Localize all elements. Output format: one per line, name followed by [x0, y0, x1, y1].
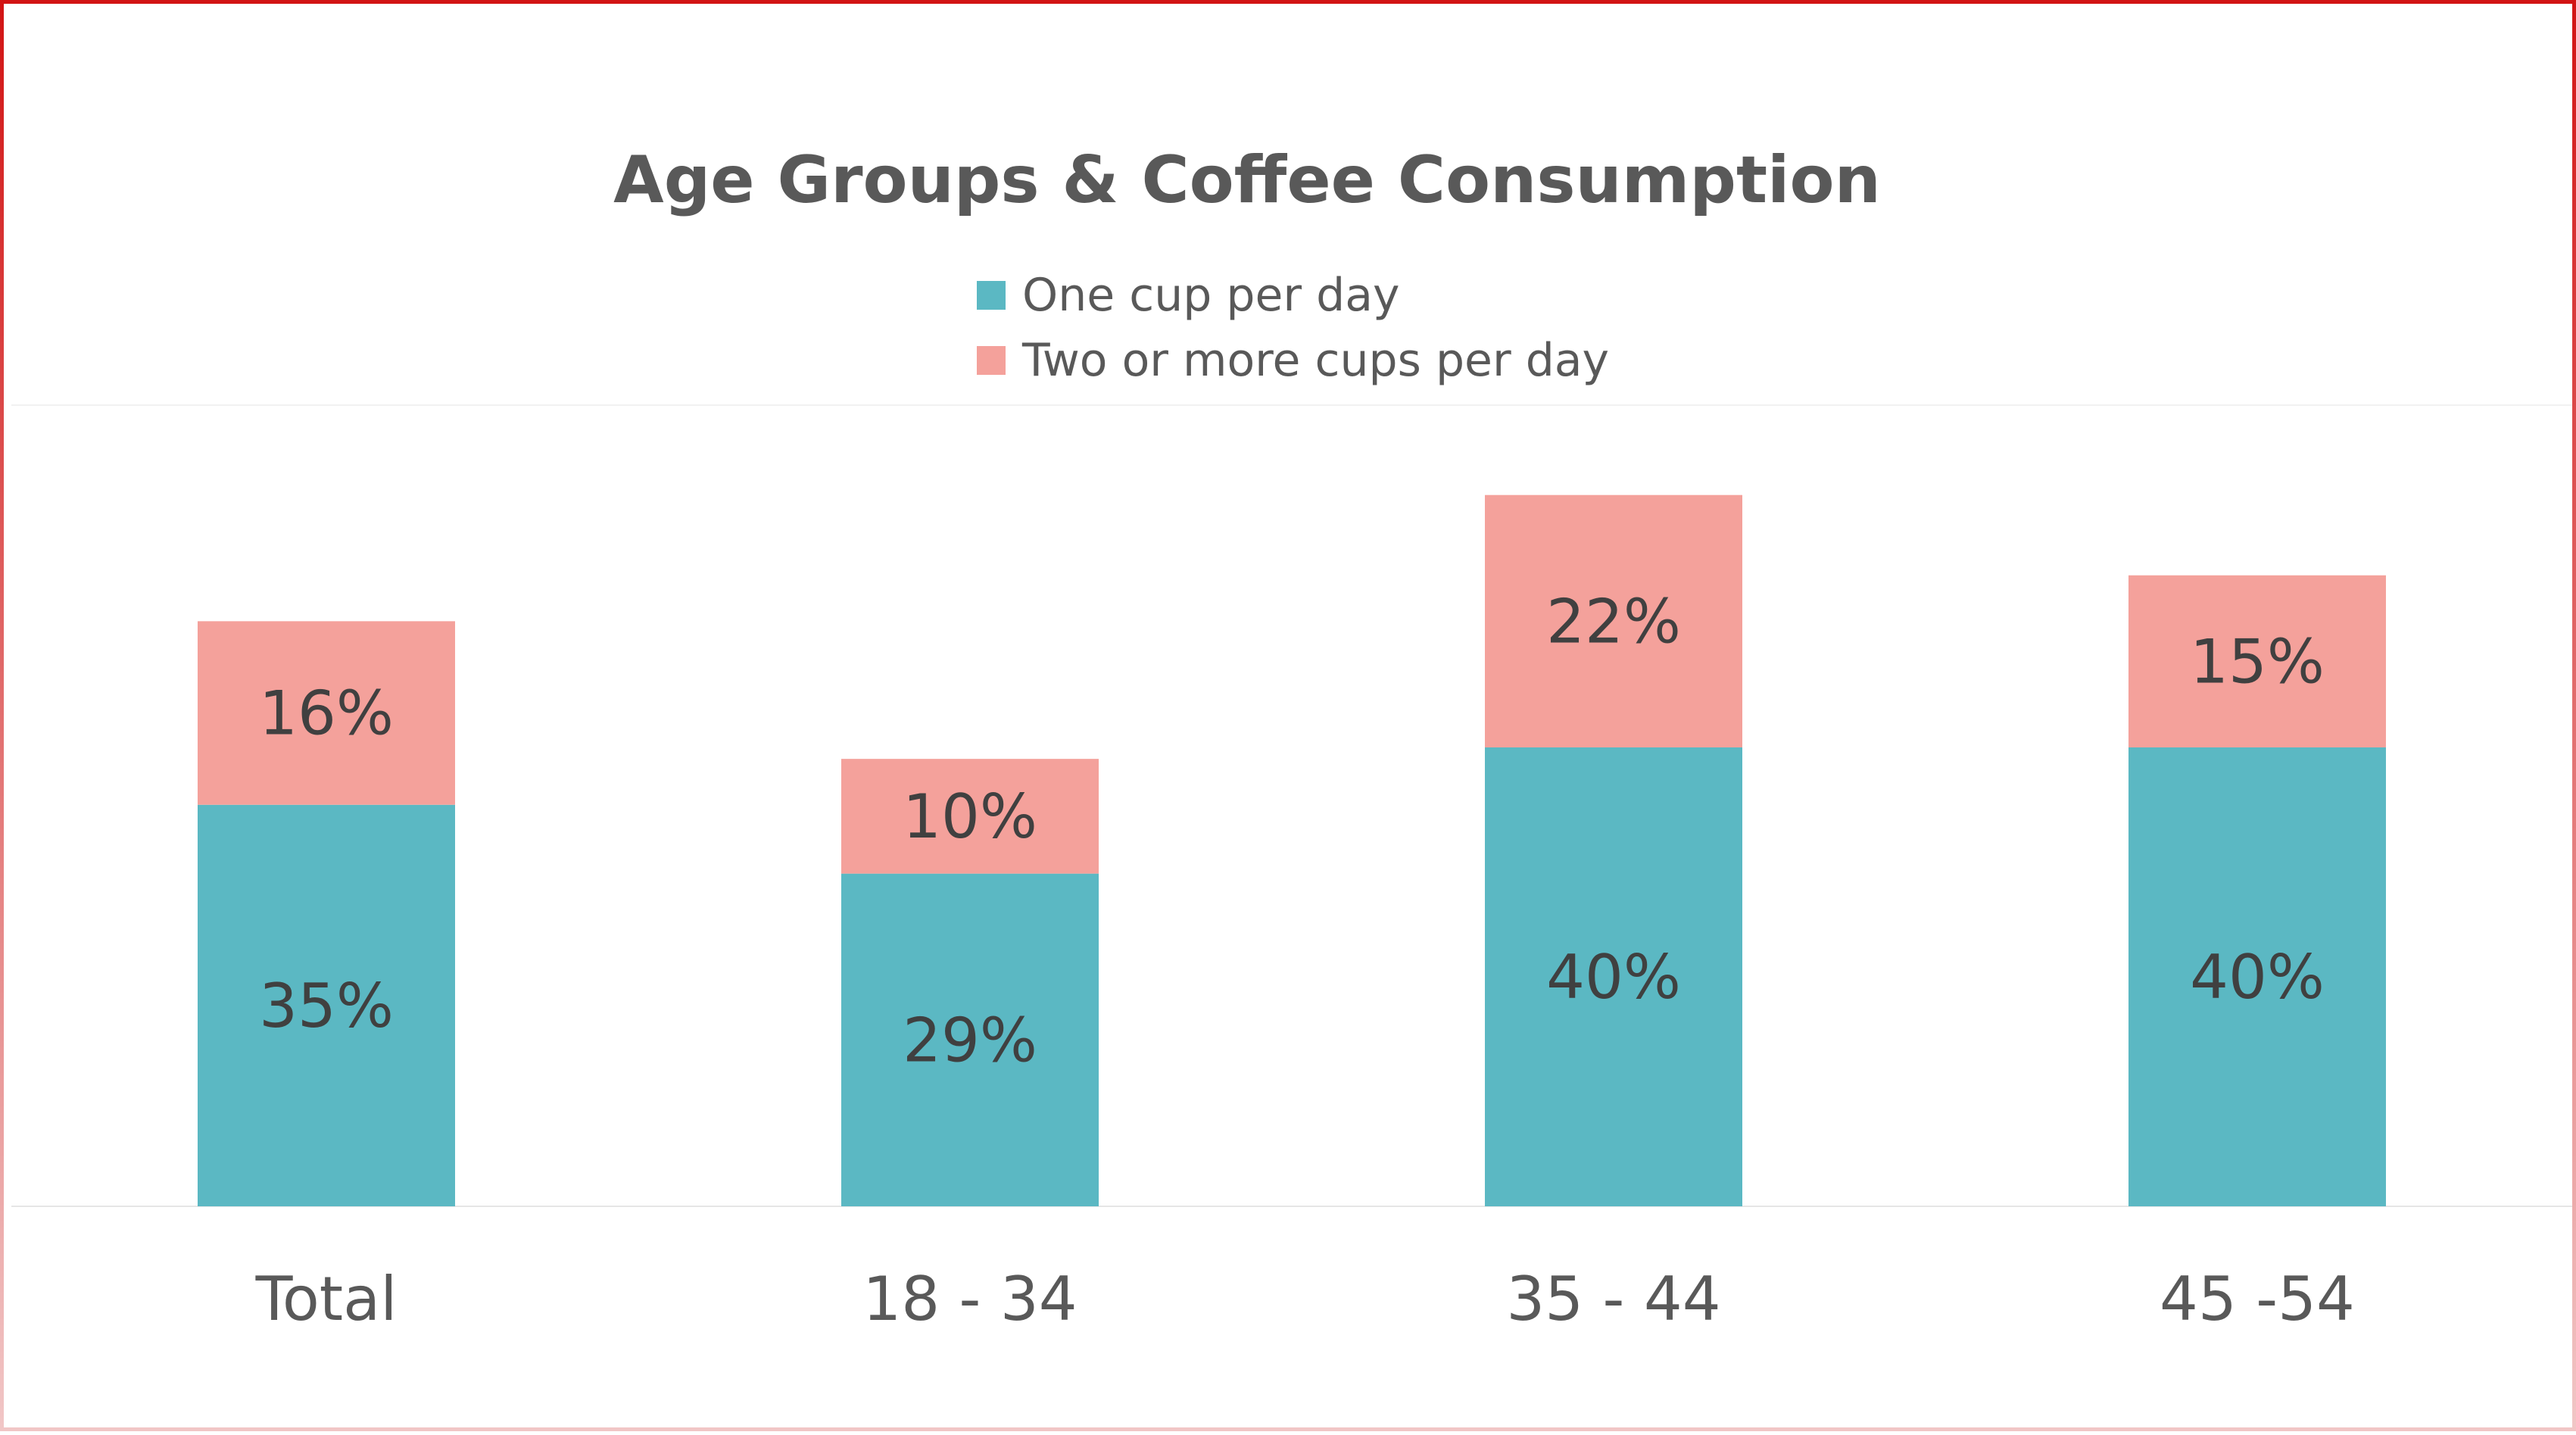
chart-title: Age Groups & Coffee Consumption [613, 142, 1881, 218]
bar-45-54-one-cup-per-day[interactable] [2128, 747, 2386, 1206]
bar-45-54-two-or-more-cups-per-day[interactable] [2128, 575, 2386, 747]
bar-35-44-two-or-more-cups-per-day[interactable] [1485, 494, 1742, 747]
value-labels: 35% 16% 29% 10% 40% 22% 40% 15% [259, 586, 2325, 1075]
bar-18-34-one-cup-per-day[interactable] [841, 873, 1099, 1206]
bar-35-44-one-cup-per-day[interactable] [1485, 747, 1742, 1206]
bar-18-34-two-or-more-cups-per-day[interactable] [841, 759, 1099, 874]
legend-swatch-two-or-more [977, 346, 1006, 375]
category-label-35-44: 35 - 44 [1506, 1264, 1720, 1334]
data-label-total-one-cup-per-day: 35% [259, 971, 394, 1041]
data-label-45-54-two-or-more-cups-per-day: 15% [2190, 626, 2325, 697]
category-label-total: Total [255, 1264, 398, 1334]
bars [198, 494, 2386, 1206]
chart: Age Groups & Coffee Consumption One cup … [11, 142, 2572, 1334]
data-label-45-54-one-cup-per-day: 40% [2190, 942, 2325, 1012]
legend-item-two-or-more[interactable]: Two or more cups per day [977, 334, 1609, 387]
bar-total-one-cup-per-day[interactable] [198, 804, 455, 1206]
data-label-35-44-one-cup-per-day: 40% [1546, 942, 1681, 1012]
legend-swatch-one-cup [977, 281, 1006, 310]
category-label-45-54: 45 -54 [2160, 1264, 2355, 1334]
data-label-18-34-two-or-more-cups-per-day: 10% [903, 781, 1037, 852]
data-label-total-two-or-more-cups-per-day: 16% [259, 679, 394, 749]
legend-item-one-cup[interactable]: One cup per day [977, 269, 1400, 322]
data-label-35-44-two-or-more-cups-per-day: 22% [1546, 586, 1681, 657]
legend-label-one-cup: One cup per day [1022, 269, 1400, 322]
bar-total-two-or-more-cups-per-day[interactable] [198, 621, 455, 805]
category-labels: Total 18 - 34 35 - 44 45 -54 [255, 1264, 2355, 1334]
category-label-18-34: 18 - 34 [862, 1264, 1077, 1334]
legend-label-two-or-more: Two or more cups per day [1021, 334, 1609, 387]
data-label-18-34-one-cup-per-day: 29% [903, 1005, 1037, 1075]
legend: One cup per day Two or more cups per day [977, 269, 1609, 387]
